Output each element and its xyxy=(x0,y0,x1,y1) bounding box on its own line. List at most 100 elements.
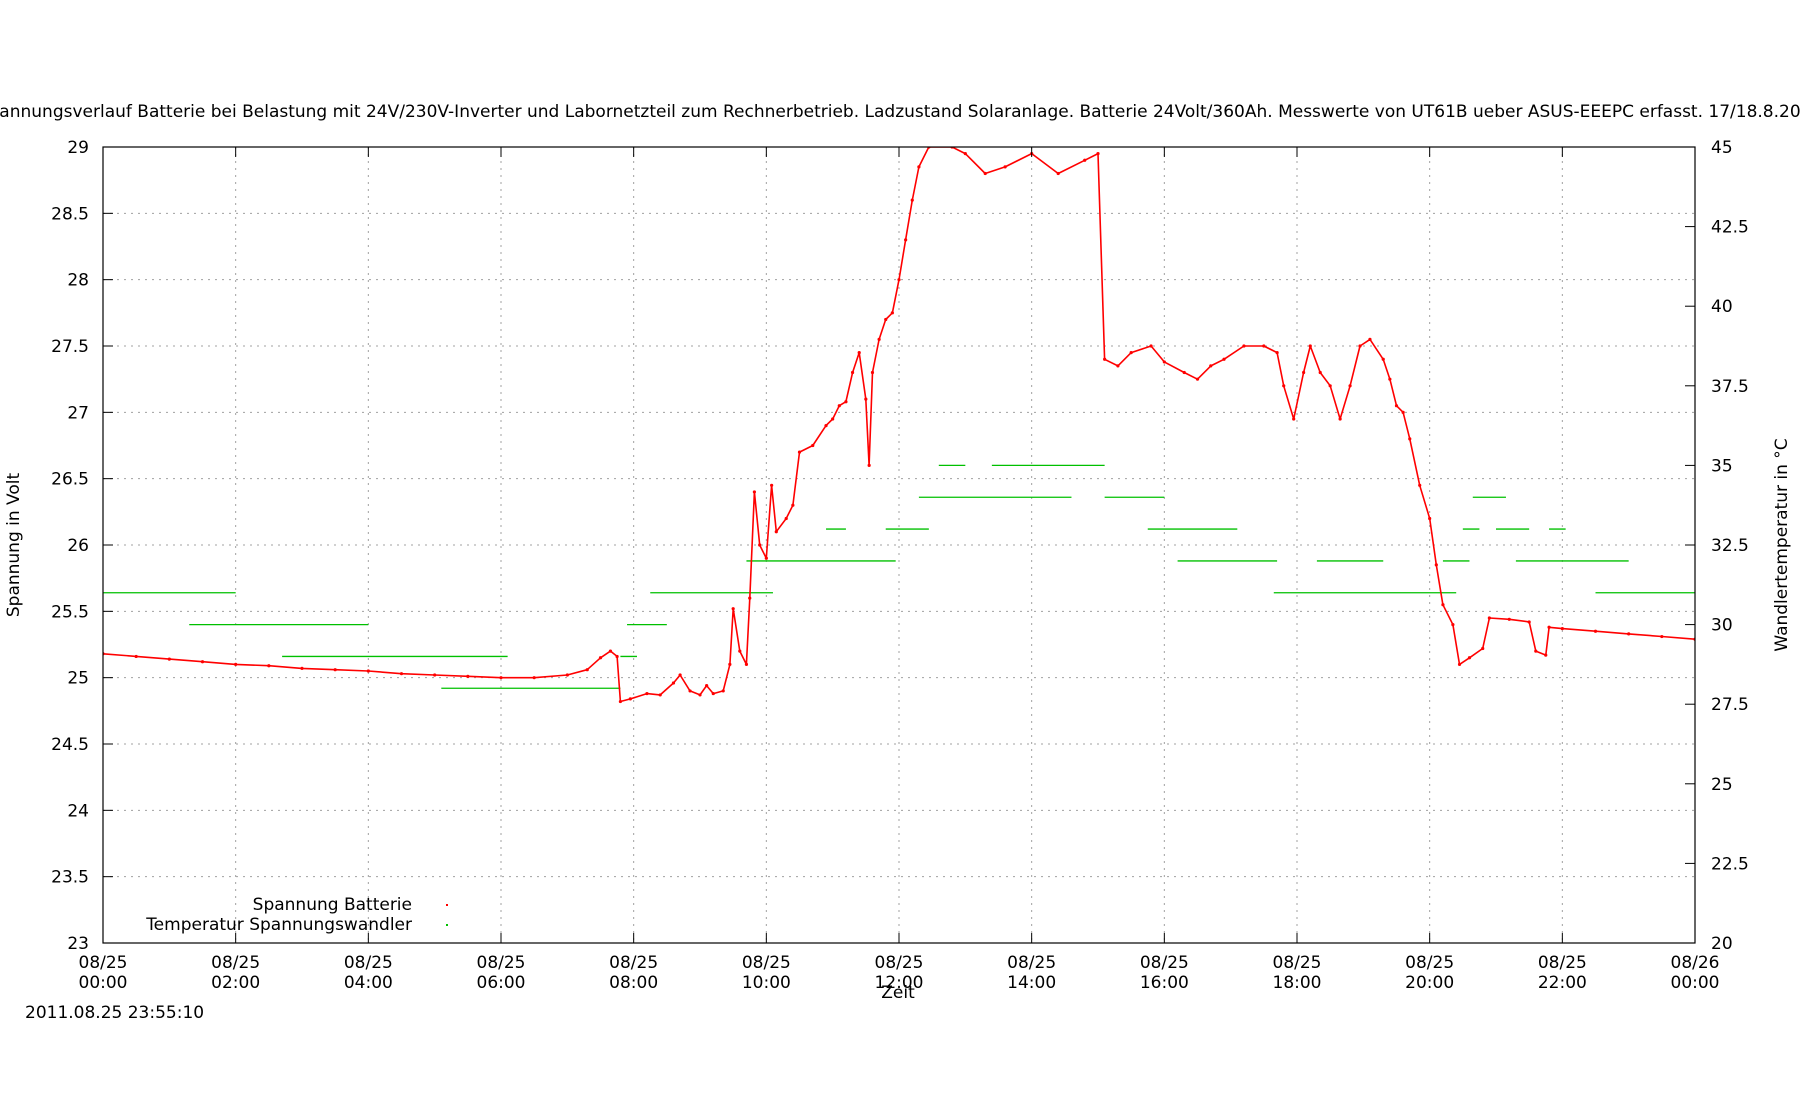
y-axis-label: Spannung in Volt xyxy=(4,473,24,618)
x-tick-label-date: 08/25 xyxy=(211,953,260,973)
voltage-point xyxy=(784,516,788,521)
voltage-point xyxy=(1481,646,1485,651)
voltage-point xyxy=(499,676,503,680)
voltage-point xyxy=(748,596,752,600)
voltage-point xyxy=(1292,417,1296,421)
voltage-point xyxy=(837,404,841,408)
voltage-point xyxy=(333,668,337,672)
voltage-point xyxy=(744,662,749,667)
voltage-point xyxy=(267,664,271,668)
grid xyxy=(103,147,1695,943)
voltage-point xyxy=(811,443,815,448)
plot-area xyxy=(103,147,1695,704)
voltage-point xyxy=(904,238,908,242)
y2-tick-label: 22.5 xyxy=(1711,854,1749,874)
x-axis-label: Zeit xyxy=(881,983,915,1003)
voltage-point xyxy=(1401,410,1405,414)
voltage-point xyxy=(705,684,709,688)
voltage-point xyxy=(1318,370,1322,375)
voltage-point xyxy=(234,662,238,667)
voltage-point xyxy=(774,530,778,534)
voltage-point xyxy=(565,673,569,677)
voltage-point xyxy=(1560,626,1564,631)
y-tick-label: 23.5 xyxy=(51,868,89,888)
voltage-point xyxy=(1408,437,1412,441)
y2-tick-label: 45 xyxy=(1711,138,1733,158)
y2-axis-label: Wandlertemperatur in °C xyxy=(1772,438,1792,651)
x-tick-label-time: 10:00 xyxy=(742,973,791,993)
voltage-point xyxy=(433,673,437,677)
x-tick-label-time: 14:00 xyxy=(1007,973,1056,993)
legend-marker-temperature xyxy=(446,924,448,926)
y-tick-label: 23 xyxy=(67,934,89,954)
voltage-point xyxy=(1275,351,1279,355)
voltage-point xyxy=(1441,603,1445,607)
y2-tick-label: 27.5 xyxy=(1711,695,1749,715)
x-tick-label-date: 08/25 xyxy=(344,953,393,973)
voltage-point xyxy=(917,165,921,169)
voltage-point xyxy=(850,370,855,375)
voltage-point xyxy=(1451,623,1455,627)
y2-tick-label: 40 xyxy=(1711,297,1733,317)
y2-tick-label: 25 xyxy=(1711,775,1733,795)
voltage-point xyxy=(1129,351,1133,355)
voltage-point xyxy=(1660,634,1664,639)
voltage-point xyxy=(1358,344,1362,348)
voltage-point xyxy=(300,666,304,670)
x-tick-label-date: 08/25 xyxy=(609,953,658,973)
x-tick-label-time: 06:00 xyxy=(477,973,526,993)
voltage-point xyxy=(167,657,171,661)
x-tick-label-time: 20:00 xyxy=(1405,973,1454,993)
voltage-point xyxy=(598,656,603,660)
y-tick-label: 25 xyxy=(67,669,89,689)
voltage-point xyxy=(1162,360,1166,364)
y-tick-label: 24 xyxy=(67,801,89,821)
voltage-point xyxy=(688,689,692,693)
axes: 23 23.5 24 24.5 25 25.5 26 26.5 27 27.5 28 28.5 29 20… xyxy=(51,138,1749,993)
voltage-point xyxy=(1487,616,1491,620)
voltage-point xyxy=(884,317,888,322)
voltage-point xyxy=(1467,656,1472,660)
x-tick-label-date: 08/25 xyxy=(1273,953,1322,973)
voltage-point xyxy=(628,697,632,701)
voltage-point xyxy=(1242,344,1246,348)
voltage-point xyxy=(897,278,901,282)
y-tick-label: 27.5 xyxy=(51,337,89,357)
voltage-point xyxy=(1209,364,1213,368)
voltage-point xyxy=(1182,370,1186,375)
y-tick-label: 27 xyxy=(67,403,89,423)
voltage-point xyxy=(134,654,138,659)
voltage-point xyxy=(1222,357,1226,361)
x-tick-label-time: 00:00 xyxy=(1671,973,1720,993)
voltage-point xyxy=(1308,344,1312,348)
voltage-point xyxy=(678,673,682,677)
voltage-point xyxy=(1507,617,1511,621)
voltage-point xyxy=(671,681,676,685)
x-tick-label-time: 12:00 xyxy=(875,973,924,993)
voltage-point xyxy=(658,693,662,697)
voltage-point xyxy=(608,649,613,653)
voltage-point xyxy=(1302,370,1306,375)
voltage-point xyxy=(910,198,914,202)
legend-marker-voltage xyxy=(446,904,448,906)
voltage-point xyxy=(844,400,848,404)
voltage-point xyxy=(1547,625,1551,629)
voltage-point xyxy=(1195,377,1200,381)
x-tick-label-date: 08/25 xyxy=(477,953,526,973)
voltage-point xyxy=(731,607,735,611)
voltage-point xyxy=(1096,152,1100,156)
voltage-point xyxy=(770,483,774,487)
voltage-point xyxy=(1428,516,1432,521)
voltage-point xyxy=(532,676,536,680)
x-tick-label-date: 08/25 xyxy=(1538,953,1587,973)
legend: Spannung Batterie Temperatur Spannungswa… xyxy=(145,895,448,935)
voltage-point xyxy=(1149,344,1153,348)
x-tick-label-time: 04:00 xyxy=(344,973,393,993)
voltage-point xyxy=(721,689,725,693)
voltage-point xyxy=(711,691,715,696)
voltage-point xyxy=(1593,629,1598,633)
x-tick-label-date: 08/25 xyxy=(875,953,924,973)
voltage-point xyxy=(1116,364,1120,368)
x-tick-label-date: 08/25 xyxy=(1007,953,1056,973)
